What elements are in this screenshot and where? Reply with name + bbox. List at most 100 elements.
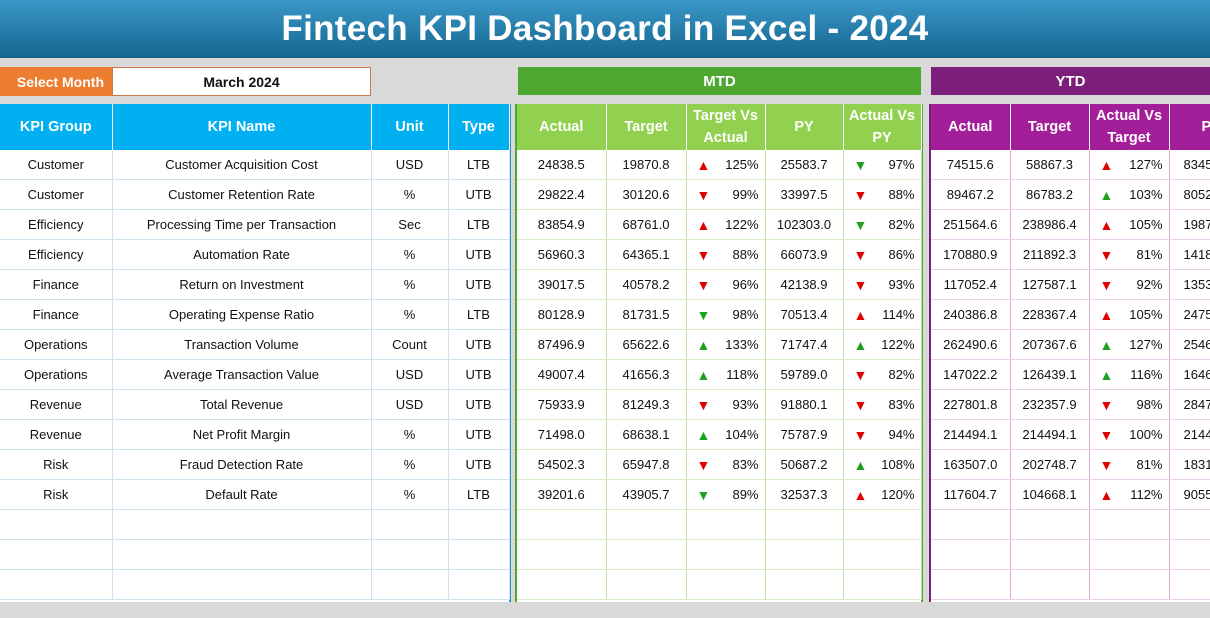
mtd-target-vs-actual-cell: ▼ 89% [686,479,766,510]
ytd-target-cell: 202748.7 [1010,449,1090,480]
select-month-dropdown[interactable]: March 2024 [112,67,371,96]
kpi-name-cell: Default Rate [112,479,372,510]
ytd-actual-vs-target-cell: ▼ 98% [1089,389,1170,420]
arrow-down-red-icon: ▼ [696,396,711,413]
kpi-name-cell: Transaction Volume [112,329,372,360]
arrow-down-red-icon: ▼ [1099,426,1114,443]
arrow-up-red-icon: ▲ [1099,486,1114,503]
empty-row [517,569,922,600]
arrow-down-green-icon: ▼ [853,156,868,173]
mtd-row: 39017.5 40578.2 ▼ 96% 42138.9 ▼ 93% [517,269,922,300]
ytd-py-cell: 2847 [1169,389,1210,420]
empty-cell [0,539,113,570]
unit-cell: % [371,179,449,210]
empty-cell [765,569,844,600]
mtd-actual-vs-py-cell-value: 97% [888,157,915,172]
empty-cell [0,569,113,600]
ytd-target-cell: 232357.9 [1010,389,1090,420]
kpi-group-cell: Revenue [0,389,113,420]
kpi-row: Customer Customer Acquisition Cost USD LTB [0,150,510,180]
mtd-actual-vs-py-cell-value: 114% [882,307,915,322]
mtd-row: 29822.4 30120.6 ▼ 99% 33997.5 ▼ 88% [517,179,922,210]
kpi-name-cell: Return on Investment [112,269,372,300]
arrow-down-red-icon: ▼ [1099,246,1114,263]
ytd-actual-vs-target-cell-value: 103% [1129,187,1163,202]
ytd-col-actual-vs-target: Actual Vs Target [1089,104,1170,150]
unit-cell: USD [371,150,449,180]
ytd-actual-vs-target-cell-value: 98% [1136,397,1163,412]
ytd-row: 262490.6 207367.6 ▲ 127% 2546 [931,329,1210,360]
empty-cell [1169,509,1210,540]
kpi-group-cell: Revenue [0,419,113,450]
mtd-target-cell: 41656.3 [606,359,687,390]
sheet-bottom-area [0,602,1210,618]
ytd-row: 227801.8 232357.9 ▼ 98% 2847 [931,389,1210,420]
ytd-row: 117052.4 127587.1 ▼ 92% 1353 [931,269,1210,300]
kpi-row: Revenue Total Revenue USD UTB [0,389,510,420]
ytd-actual-vs-target-cell-value: 116% [1130,367,1163,382]
empty-cell [765,539,844,570]
arrow-up-red-icon: ▲ [1099,306,1114,323]
empty-cell [843,509,922,540]
empty-cell [686,539,766,570]
arrow-up-red-icon: ▲ [853,306,868,323]
arrow-up-red-icon: ▲ [1099,156,1114,173]
mtd-target-cell: 65947.8 [606,449,687,480]
mtd-row: 49007.4 41656.3 ▲ 118% 59789.0 ▼ 82% [517,359,922,390]
col-type: Type [448,104,510,150]
arrow-up-green-icon: ▲ [1099,186,1114,203]
mtd-actual-cell: 87496.9 [517,329,607,360]
empty-cell [686,569,766,600]
mtd-target-vs-actual-cell-value: 93% [732,397,759,412]
empty-cell [1089,539,1170,570]
mtd-target-cell: 43905.7 [606,479,687,510]
mtd-py-cell: 70513.4 [765,299,844,330]
kpi-info-panel: KPI Group KPI Name Unit Type Customer Cus… [0,104,511,602]
arrow-up-red-icon: ▲ [696,156,711,173]
mtd-target-cell: 30120.6 [606,179,687,210]
ytd-actual-cell: 163507.0 [931,449,1011,480]
empty-cell [931,539,1011,570]
ytd-actual-vs-target-cell-value: 127% [1129,337,1163,352]
arrow-up-green-icon: ▲ [853,336,868,353]
mtd-target-vs-actual-cell: ▼ 88% [686,239,766,270]
ytd-actual-cell: 214494.1 [931,419,1011,450]
empty-cell [606,569,687,600]
mtd-target-vs-actual-cell: ▼ 99% [686,179,766,210]
type-cell: UTB [448,419,510,450]
type-cell: LTB [448,299,510,330]
arrow-down-red-icon: ▼ [696,276,711,293]
mtd-target-vs-actual-cell: ▲ 118% [686,359,766,390]
mtd-target-vs-actual-cell: ▼ 96% [686,269,766,300]
empty-cell [1169,569,1210,600]
ytd-actual-cell: 117052.4 [931,269,1011,300]
mtd-py-cell: 91880.1 [765,389,844,420]
kpi-row: Customer Customer Retention Rate% UTB [0,179,510,210]
arrow-down-red-icon: ▼ [696,456,711,473]
mtd-actual-vs-py-cell-value: 88% [888,187,915,202]
empty-cell [686,509,766,540]
mtd-target-cell: 68761.0 [606,209,687,240]
empty-cell [1089,569,1170,600]
mtd-py-cell: 25583.7 [765,150,844,180]
mtd-row: 87496.9 65622.6 ▲ 133% 71747.4 ▲ 122% [517,329,922,360]
mtd-col-target: Target [606,104,687,150]
mtd-actual-vs-py-cell: ▼ 93% [843,269,922,300]
mtd-actual-cell: 24838.5 [517,150,607,180]
ytd-actual-vs-target-cell: ▲ 105% [1089,209,1170,240]
empty-cell [843,569,922,600]
type-cell: UTB [448,269,510,300]
ytd-actual-vs-target-cell: ▲ 127% [1089,329,1170,360]
mtd-actual-cell: 71498.0 [517,419,607,450]
mtd-actual-cell: 54502.3 [517,449,607,480]
mtd-target-cell: 64365.1 [606,239,687,270]
ytd-py-cell: 1987 [1169,209,1210,240]
mtd-target-vs-actual-cell-value: 104% [725,427,759,442]
empty-cell [448,539,510,570]
arrow-up-green-icon: ▲ [696,426,711,443]
ytd-row: 163507.0 202748.7 ▼ 81% 1831 [931,449,1210,480]
ytd-actual-vs-target-cell-value: 92% [1136,277,1163,292]
mtd-target-vs-actual-cell: ▼ 98% [686,299,766,330]
ytd-col-target: Target [1010,104,1090,150]
select-month-label: Select Month [0,67,112,96]
